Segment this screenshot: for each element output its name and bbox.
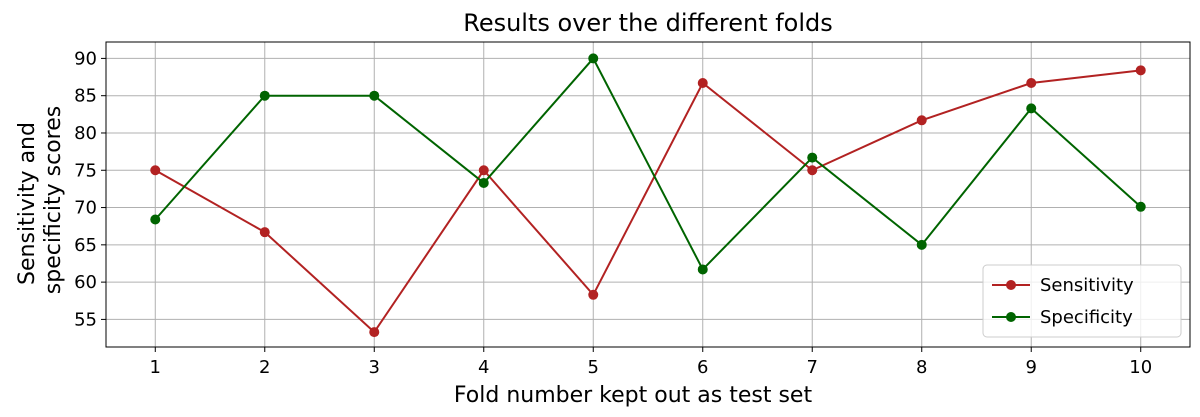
specificity-point: [807, 152, 818, 163]
y-axis-label-line-1: Sensitivity and: [15, 122, 40, 285]
y-tick-label: 60: [74, 272, 97, 293]
sensitivity-line: [154, 69, 1141, 334]
specificity-line: [154, 56, 1142, 272]
sensitivity-point: [150, 165, 161, 176]
grid: [106, 42, 1190, 347]
sensitivity-point: [369, 327, 380, 338]
sensitivity-point: [916, 115, 927, 126]
y-tick-label: 75: [74, 160, 97, 181]
series-specificity: [150, 53, 1146, 275]
specificity-point: [697, 264, 708, 275]
y-axis-label-line-2: specificity scores: [41, 106, 66, 294]
x-tick-label: 1: [150, 357, 161, 378]
legend-marker: [1006, 312, 1016, 322]
legend-label: Sensitivity: [1040, 275, 1134, 296]
x-tick-label: 5: [588, 357, 599, 378]
y-axis: 55 60 65 70 75 80 85 90: [74, 48, 106, 330]
sensitivity-point: [478, 165, 489, 176]
y-tick-label: 65: [74, 235, 97, 256]
legend-marker: [1006, 280, 1016, 290]
legend: Sensitivity Specificity: [982, 264, 1182, 338]
specificity-point: [259, 90, 270, 101]
series-layer: [150, 53, 1146, 338]
x-tick-label: 6: [697, 357, 708, 378]
x-tick-label: 7: [807, 357, 818, 378]
series-sensitivity: [150, 65, 1146, 338]
legend-label: Specificity: [1040, 307, 1133, 328]
y-axis-label: Sensitivity and specificity scores: [15, 106, 66, 294]
sensitivity-point: [259, 227, 270, 238]
specificity-point: [1135, 201, 1146, 212]
specificity-point: [588, 53, 599, 64]
x-tick-label: 10: [1129, 357, 1152, 378]
specificity-point: [369, 90, 380, 101]
x-tick-label: 9: [1026, 357, 1037, 378]
sensitivity-point: [807, 165, 818, 176]
x-axis: 1 2 3 4 5 6 7 8 9 10: [150, 347, 1152, 378]
y-tick-label: 70: [74, 198, 97, 219]
y-tick-label: 90: [74, 48, 97, 69]
chart-title: Results over the different folds: [463, 9, 833, 37]
sensitivity-point: [1026, 78, 1037, 89]
y-tick-label: 55: [74, 309, 97, 330]
x-axis-label: Fold number kept out as test set: [454, 383, 813, 408]
x-tick-label: 2: [259, 357, 270, 378]
specificity-point: [1026, 103, 1037, 114]
specificity-point: [916, 239, 927, 250]
x-tick-label: 8: [916, 357, 927, 378]
x-tick-label: 4: [478, 357, 489, 378]
sensitivity-point: [1135, 65, 1146, 76]
legend-box: [982, 264, 1182, 338]
plot-frame: [105, 41, 1191, 348]
specificity-point: [478, 177, 489, 188]
sensitivity-point: [588, 289, 599, 300]
y-tick-label: 85: [74, 86, 97, 107]
x-tick-label: 3: [369, 357, 380, 378]
y-tick-label: 80: [74, 123, 97, 144]
sensitivity-point: [697, 78, 708, 89]
specificity-point: [150, 214, 161, 225]
